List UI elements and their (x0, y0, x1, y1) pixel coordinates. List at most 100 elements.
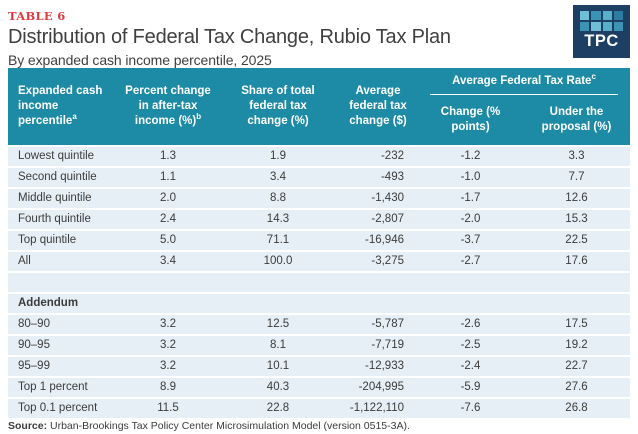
table-row: 95–99 3.2 10.1 -12,933 -2.4 22.7 (8, 357, 630, 376)
row-value: 8.8 (270, 192, 286, 204)
row-value: 19.2 (565, 339, 588, 351)
row-value: -2.7 (460, 255, 481, 267)
table-number-label: TABLE 6 (8, 9, 66, 23)
source-note: Source: Urban-Brookings Tax Policy Cente… (8, 420, 410, 432)
row-value: 12.6 (565, 192, 588, 204)
row-value: -2.0 (460, 213, 481, 225)
row-value: 11.5 (157, 402, 179, 414)
row-value: 3.4 (160, 255, 176, 267)
spacer-row (8, 273, 630, 292)
row-value: 100.0 (263, 255, 293, 267)
row-value: -493 (380, 171, 404, 183)
row-value: -3.7 (460, 234, 481, 246)
row-value: 2.0 (160, 192, 176, 204)
row-value: 1.1 (160, 171, 176, 183)
addendum-label: Addendum (18, 297, 79, 309)
table-row: 80–90 3.2 12.5 -5,787 -2.6 17.5 (8, 315, 630, 334)
table-row: 90–95 3.2 8.1 -7,719 -2.5 19.2 (8, 336, 630, 355)
tax-change-table: Expanded cash income percentilea Percent… (8, 68, 630, 420)
row-value: 3.2 (160, 318, 176, 330)
row-value: -1.7 (460, 192, 481, 204)
row-value: 12.5 (266, 318, 290, 330)
row-value: 3.4 (270, 171, 286, 183)
row-value: 14.3 (266, 213, 290, 225)
row-value: -1,122,110 (349, 402, 404, 414)
row-value: 7.7 (568, 171, 585, 183)
addendum-section-row: Addendum (8, 294, 630, 313)
row-value: -12,933 (364, 360, 404, 372)
row-value: -1.2 (460, 150, 481, 162)
row-label: Middle quintile (18, 192, 92, 204)
row-value: -5,787 (371, 318, 404, 330)
row-label: Top 1 percent (18, 381, 88, 393)
row-value: 40.3 (266, 381, 290, 393)
row-value: -2,807 (371, 213, 404, 225)
row-value: 3.2 (160, 339, 176, 351)
avg-federal-tax-rate-group: Average Federal Tax Ratec Change (% poin… (418, 68, 630, 145)
table-row: Top 0.1 percent 11.5 22.8 -1,122,110 -7.6 26.… (8, 399, 630, 418)
table-body: Lowest quintile 1.3 1.9 -232 -1.2 3.3 Second q… (8, 147, 630, 418)
row-value: 17.5 (565, 318, 588, 330)
row-value: 1.3 (160, 150, 176, 162)
col-header-under-proposal: Under the proposal (%) (541, 106, 612, 133)
row-value: 5.0 (160, 234, 176, 246)
row-value: -1,430 (371, 192, 404, 204)
row-label: Second quintile (18, 171, 97, 183)
row-value: -2.4 (460, 360, 481, 372)
span-header-avg-federal-tax-rate: Average Federal Tax Ratec (430, 68, 618, 95)
row-label: 90–95 (18, 339, 50, 351)
col-header-percent-change: Percent change in after-tax income (%)b (125, 85, 211, 127)
table-row: Top 1 percent 8.9 40.3 -204,995 -5.9 27.6 (8, 378, 630, 397)
row-value: 22.8 (266, 402, 290, 414)
row-label: Fourth quintile (18, 213, 91, 225)
col-header-share-total: Share of total federal tax change (%) (241, 85, 315, 127)
row-value: 10.1 (266, 360, 290, 372)
row-value: 17.6 (565, 255, 588, 267)
row-value: -232 (380, 150, 404, 162)
table-row: Lowest quintile 1.3 1.9 -232 -1.2 3.3 (8, 147, 630, 166)
col-header-percentile: Expanded cash income percentilea (18, 85, 103, 127)
row-value: 27.6 (565, 381, 588, 393)
tpc-logo-grid-icon (580, 11, 623, 31)
row-value: -7,719 (371, 339, 404, 351)
table-row: Top quintile 5.0 71.1 -16,946 -3.7 22.5 (8, 231, 630, 250)
row-label: Lowest quintile (18, 150, 95, 162)
row-value: -5.9 (460, 381, 481, 393)
row-value: 26.8 (565, 402, 588, 414)
row-value: 15.3 (565, 213, 588, 225)
row-value: 1.9 (270, 150, 286, 162)
table-row: Second quintile 1.1 3.4 -493 -1.0 7.7 (8, 168, 630, 187)
row-label: All (18, 255, 31, 267)
row-value: -3,275 (371, 255, 404, 267)
row-value: -2.6 (460, 318, 481, 330)
row-label: 95–99 (18, 360, 50, 372)
source-label: Source: (8, 420, 48, 432)
source-text: Urban-Brookings Tax Policy Center Micros… (47, 420, 410, 432)
page-title: Distribution of Federal Tax Change, Rubi… (8, 26, 451, 48)
row-value: -7.6 (460, 402, 481, 414)
row-value: -204,995 (358, 381, 404, 393)
col-header-avg-change: Average federal tax change ($) (349, 85, 407, 127)
row-value: 3.3 (568, 150, 585, 162)
row-value: 22.5 (565, 234, 588, 246)
row-value: 8.9 (160, 381, 176, 393)
row-value: 22.7 (565, 360, 588, 372)
table-row: Fourth quintile 2.4 14.3 -2,807 -2.0 15.3 (8, 210, 630, 229)
page-subtitle: By expanded cash income percentile, 2025 (8, 52, 272, 68)
row-value: -1.0 (460, 171, 481, 183)
tpc-logo: TPC (573, 5, 630, 58)
tpc-logo-text: TPC (584, 32, 619, 50)
table-row: Middle quintile 2.0 8.8 -1,430 -1.7 12.6 (8, 189, 630, 208)
row-value: 2.4 (160, 213, 176, 225)
row-label: Top 0.1 percent (18, 402, 98, 414)
row-label: 80–90 (18, 318, 50, 330)
row-value: 3.2 (160, 360, 176, 372)
row-value: -2.5 (460, 339, 481, 351)
row-value: 71.1 (266, 234, 290, 246)
col-header-rate-change: Change (% points) (440, 106, 501, 133)
table-header: Expanded cash income percentilea Percent… (8, 68, 630, 145)
row-value: 8.1 (270, 339, 286, 351)
row-label: Top quintile (18, 234, 77, 246)
table-row: All 3.4 100.0 -3,275 -2.7 17.6 (8, 252, 630, 271)
